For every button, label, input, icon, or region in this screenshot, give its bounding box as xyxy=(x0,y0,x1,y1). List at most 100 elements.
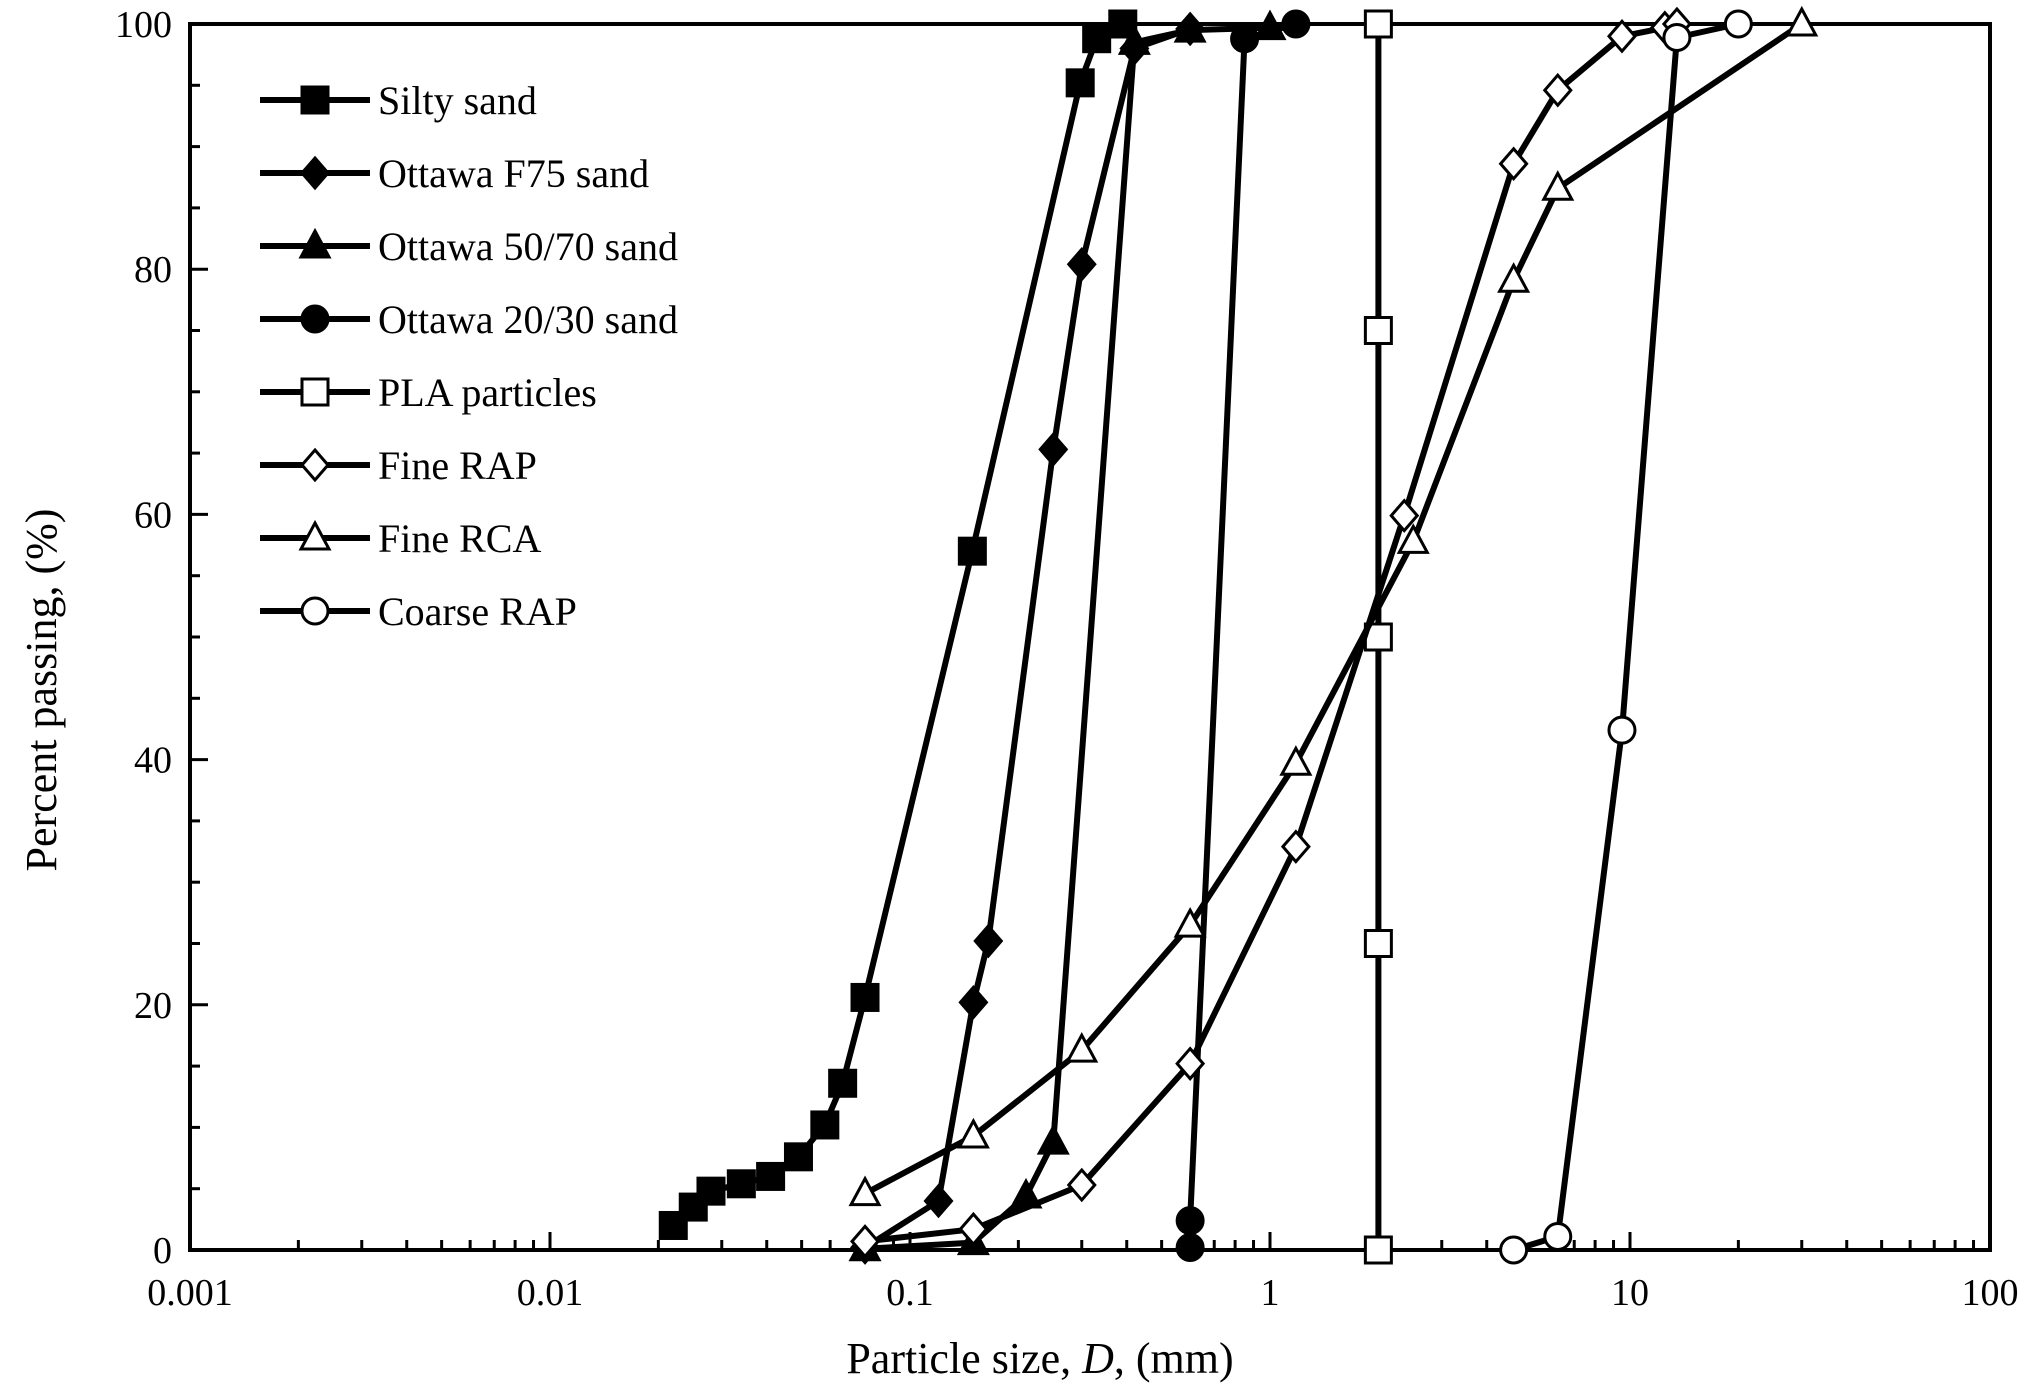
legend-entry: Ottawa 20/30 sand xyxy=(260,297,678,342)
y-tick-label: 80 xyxy=(134,249,172,291)
data-point xyxy=(1082,24,1112,54)
data-point xyxy=(1175,1046,1206,1081)
data-point xyxy=(923,1183,954,1219)
data-point xyxy=(783,1142,813,1172)
y-tick-label: 60 xyxy=(134,494,172,536)
y-tick-label: 20 xyxy=(134,985,172,1027)
data-point xyxy=(973,923,1004,959)
series-ottawa-20-30-sand xyxy=(1175,9,1311,1263)
data-point xyxy=(1606,18,1637,54)
legend-entry: Silty sand xyxy=(260,78,537,123)
data-point xyxy=(1363,1235,1393,1265)
data-point xyxy=(958,985,989,1020)
data-point xyxy=(1396,523,1430,554)
y-tick-label: 40 xyxy=(134,740,172,782)
x-axis-title-prefix: Particle size, xyxy=(846,1334,1082,1383)
data-point xyxy=(1363,929,1393,958)
axes-layer: 0.001 0.01 0.1 1 10 100 0 20 40 60 80 100 xyxy=(115,4,2019,1314)
series-line xyxy=(864,21,1678,1245)
x-tick-label: 1 xyxy=(1261,1272,1280,1314)
data-point xyxy=(1281,9,1311,39)
series-line xyxy=(671,21,1125,1228)
legend-marker xyxy=(300,85,330,115)
legend-entry: Fine RAP xyxy=(260,443,537,488)
legend-label: Ottawa 50/70 sand xyxy=(378,224,678,269)
data-point xyxy=(1541,170,1575,201)
data-point xyxy=(1497,262,1531,293)
data-point xyxy=(1065,68,1095,98)
data-point xyxy=(1499,1235,1529,1265)
x-tick-label: 0.1 xyxy=(886,1272,934,1314)
x-axis-title-variable: D xyxy=(1081,1334,1114,1383)
data-point xyxy=(828,1068,858,1098)
data-point xyxy=(1389,498,1420,533)
data-point xyxy=(1723,9,1753,39)
legend-entry: Fine RCA xyxy=(260,516,541,561)
legend-entry: Ottawa F75 sand xyxy=(260,151,649,196)
data-point xyxy=(1117,24,1151,55)
data-point xyxy=(1662,22,1692,52)
legend-marker xyxy=(298,519,332,551)
legend-label: Fine RAP xyxy=(378,443,537,488)
y-axis-title: Percent passing, (%) xyxy=(17,509,66,872)
data-point xyxy=(1066,247,1097,282)
legend-label: Silty sand xyxy=(378,78,537,123)
data-point xyxy=(850,982,880,1012)
series-line xyxy=(1187,21,1297,1248)
series-line xyxy=(863,26,1192,1251)
legend-label: Ottawa 20/30 sand xyxy=(378,297,678,342)
data-point xyxy=(1279,745,1313,776)
y-tick-label: 100 xyxy=(115,4,172,46)
data-point xyxy=(1543,1222,1573,1252)
data-point xyxy=(1363,9,1393,39)
legend-marker xyxy=(298,227,332,259)
data-point xyxy=(1175,1206,1205,1236)
data-point xyxy=(957,536,987,566)
series-ottawa-f75-sand xyxy=(850,11,1206,1265)
data-point xyxy=(848,1175,882,1207)
x-tick-label: 0.001 xyxy=(147,1272,233,1314)
data-point xyxy=(1498,146,1529,182)
legend: Silty sand Ottawa F75 sand Ottawa 50/70 sa… xyxy=(260,78,678,634)
series-coarse-rap xyxy=(1499,9,1753,1265)
legend-marker xyxy=(300,304,330,334)
legend-label: Fine RCA xyxy=(378,516,541,561)
series-fine-rap xyxy=(850,6,1692,1259)
data-point xyxy=(1542,72,1573,108)
legend-label: Ottawa F75 sand xyxy=(378,151,649,196)
legend-entry: PLA particles xyxy=(260,370,597,415)
data-point xyxy=(1038,432,1069,467)
legend-label: PLA particles xyxy=(378,370,597,415)
data-point xyxy=(1173,906,1207,938)
legend-entry: Ottawa 50/70 sand xyxy=(260,224,678,269)
legend-marker xyxy=(300,596,330,626)
x-tick-label: 0.01 xyxy=(517,1272,584,1314)
data-point xyxy=(1173,11,1207,43)
legend-entry: Coarse RAP xyxy=(260,589,577,634)
legend-marker xyxy=(300,447,330,483)
series-fine-rca xyxy=(848,5,1819,1207)
x-axis-title: Particle size, D, (mm) xyxy=(846,1334,1233,1383)
legend-marker xyxy=(300,155,330,191)
x-axis-title-suffix: , (mm) xyxy=(1114,1334,1234,1383)
data-point xyxy=(1065,1031,1099,1063)
data-point xyxy=(726,1169,756,1199)
data-point xyxy=(1230,24,1260,54)
data-point xyxy=(1785,5,1819,37)
y-tick-label: 0 xyxy=(153,1230,172,1272)
series-line xyxy=(864,24,1271,1252)
series-pla-particles xyxy=(1363,9,1393,1265)
legend-marker xyxy=(300,377,330,407)
data-point xyxy=(958,1211,989,1247)
data-point xyxy=(956,1117,990,1149)
data-point xyxy=(1066,1167,1097,1203)
data-point xyxy=(850,1224,881,1259)
x-tick-label: 100 xyxy=(1962,1272,2019,1314)
x-tick-label: 10 xyxy=(1611,1272,1649,1314)
data-point xyxy=(756,1161,786,1191)
data-point xyxy=(1280,829,1311,864)
legend-label: Coarse RAP xyxy=(378,589,577,634)
series-layer xyxy=(658,5,1819,1265)
data-point xyxy=(810,1110,840,1140)
